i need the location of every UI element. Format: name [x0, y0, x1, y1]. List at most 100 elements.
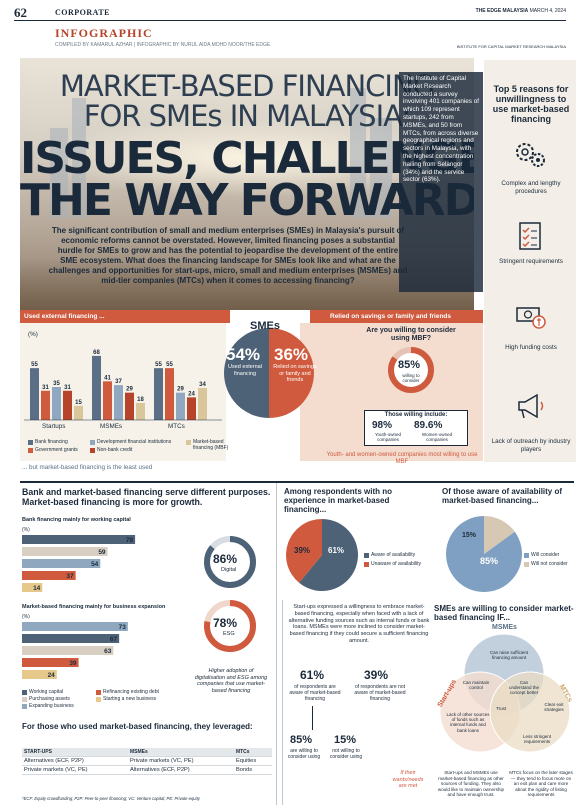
used-pct: 54%	[226, 345, 261, 364]
venn-title: SMEs are willing to consider market-base…	[434, 604, 574, 622]
connector-line	[312, 706, 313, 730]
band-used-external	[20, 310, 230, 323]
legend-swatch	[364, 553, 369, 558]
bar-value-label: 68	[93, 350, 100, 356]
willing-pct: 85%	[398, 359, 421, 371]
hero-banner: MARKET-BASED FINANCING FOR SMEs IN MALAY…	[20, 58, 474, 310]
bar	[92, 355, 101, 420]
bar-value-label: 78	[126, 537, 134, 544]
bar	[165, 368, 174, 420]
office-floor	[20, 258, 474, 310]
pie-slice	[484, 516, 515, 554]
table-header: MSMEs	[127, 748, 234, 757]
table-cell: Equities	[233, 756, 272, 766]
skyline-building	[72, 98, 86, 218]
leveraged-title: For those who used market-based financin…	[22, 722, 253, 731]
stat-61-label: of respondents are aware of market-based…	[289, 684, 341, 702]
band-relied-label: Relied on savings or family and friends	[330, 313, 452, 320]
legend-bank: Bank financing	[35, 439, 68, 445]
checklist-icon	[519, 222, 541, 250]
megaphone-icon	[518, 393, 544, 419]
youth-pct: 98%	[372, 420, 393, 431]
bar-value-label: 35	[53, 381, 60, 387]
bar-value-label: 29	[126, 387, 133, 393]
legend-swatch	[96, 697, 101, 702]
legend-nonbank: Non-bank credit	[97, 447, 133, 453]
credits: COMPILED BY KAMARUL AZHAR | INFOGRAPHIC …	[55, 42, 271, 48]
hero-glow	[30, 118, 470, 198]
venn-item: Lack of other sources of funds such as i…	[446, 712, 490, 733]
stat-39: 39%	[364, 668, 389, 682]
digital-ring	[204, 536, 256, 588]
section-label: CORPORATE	[55, 8, 111, 17]
skyline-building	[350, 88, 366, 218]
willing-ring	[388, 347, 434, 393]
awareness-body: Start-ups expressed a willingness to emb…	[288, 604, 430, 644]
bar-value-label: 31	[42, 385, 49, 391]
venn-label-msmes: MSMEs	[492, 624, 517, 631]
stat-15: 15%	[334, 734, 357, 746]
venn-item: Trust	[496, 706, 507, 711]
bar-value-label: 59	[98, 549, 106, 556]
bar	[103, 381, 112, 420]
group-label-msmes: MSMEs	[100, 423, 123, 430]
venn-item: Can maintain control	[462, 680, 490, 691]
stat-85: 85%	[290, 734, 313, 746]
legend-willnot: Will not consider	[531, 561, 568, 567]
bar-value-label: 14	[33, 585, 41, 592]
bar-value-label: 24	[188, 391, 195, 397]
bar-value-label: 18	[137, 397, 144, 403]
bar-value-label: 34	[199, 382, 206, 388]
bar	[52, 387, 61, 420]
consider-pie	[446, 516, 522, 592]
legend-swatch	[28, 448, 33, 453]
relied-pct: 36%	[274, 345, 309, 364]
source-credit: INSTITUTE FOR CAPITAL MARKET RESEARCH MA…	[456, 44, 566, 49]
bar	[154, 368, 163, 420]
bar-value-label: 15	[75, 400, 82, 406]
legend-swatch	[90, 448, 95, 453]
table-cell: Private markets (VC, PE)	[127, 756, 234, 766]
bar-value-label: 39	[69, 660, 77, 667]
legend-swatch	[186, 440, 191, 445]
kicker: INFOGRAPHIC	[55, 26, 153, 40]
reason-label: Stringent requirements	[499, 258, 563, 265]
header-rule	[14, 20, 566, 21]
reason-label: High funding costs	[505, 344, 557, 351]
aware-title: Of those aware of availability of market…	[442, 487, 563, 505]
page-number: 62	[14, 5, 27, 20]
stat-61: 61%	[300, 668, 325, 682]
bar	[136, 403, 145, 420]
bank-purpose-chart: 78 59 54 37 14	[22, 535, 136, 592]
legend-swatch	[90, 440, 95, 445]
mbf-purpose-unit: (%)	[22, 614, 30, 620]
group-label-mtcs: MTCs	[168, 423, 185, 430]
bar-value-label: 67	[110, 636, 118, 643]
legend-swatch	[364, 562, 369, 567]
bar	[22, 559, 101, 568]
stat-85-label: are willing to consider using	[287, 748, 321, 760]
bar	[114, 385, 123, 420]
venn-item: Can understand the concept better	[508, 680, 540, 696]
bar-value-label: 55	[155, 362, 162, 368]
band-used-label: Used external financing ...	[24, 313, 105, 320]
money-icon	[516, 307, 546, 329]
legend-starting: Starting a new business	[103, 696, 157, 702]
legend-aware: Aware of availability	[371, 552, 416, 558]
bar	[30, 368, 39, 420]
intro-paragraph: The significant contribution of small an…	[48, 226, 408, 285]
bar-value-label: 63	[104, 648, 112, 655]
band-relied	[310, 310, 483, 323]
pie-label-85: 85%	[480, 556, 499, 566]
bars-footnote: ... but market-based financing is the le…	[22, 464, 153, 471]
issue-date: MARCH 4, 2024	[529, 8, 566, 14]
legend-swatch	[22, 690, 27, 695]
table-cell: Alternatives (ECF, P2P)	[22, 756, 128, 766]
needs-note: If their wants/needs are met	[392, 770, 424, 789]
legend-swatch	[22, 704, 27, 709]
legend-will: Will consider	[531, 552, 560, 558]
stat-15-label: not willing to consider using	[329, 748, 363, 760]
pie-slice	[286, 519, 322, 583]
